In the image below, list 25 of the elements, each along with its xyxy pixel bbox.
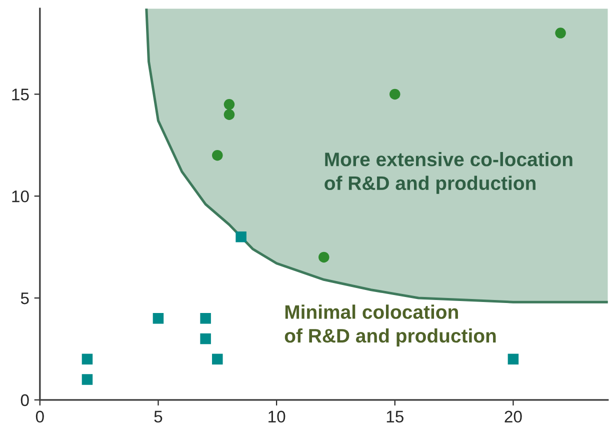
- y-tick-label: 0: [20, 394, 29, 406]
- point: [318, 252, 330, 263]
- point: [236, 231, 246, 242]
- point: [200, 313, 211, 324]
- y-tick-label: 5: [20, 292, 29, 304]
- point: [82, 374, 93, 385]
- y-tick-label: 15: [12, 88, 29, 100]
- x-tick-label: 15: [386, 410, 404, 423]
- x-tick-label: 0: [36, 410, 44, 423]
- point: [212, 354, 223, 365]
- point: [224, 99, 235, 110]
- point: [508, 354, 519, 365]
- point: [555, 28, 566, 38]
- point: [224, 109, 235, 120]
- x-tick-label: 20: [504, 410, 522, 423]
- point: [212, 150, 223, 161]
- point: [82, 354, 93, 365]
- point: [200, 333, 211, 344]
- x-tick-label: 10: [268, 410, 286, 423]
- annotation: More extensive co-location of R&D and production: [324, 152, 572, 194]
- y-tick-label: 10: [12, 190, 29, 202]
- point: [152, 313, 164, 324]
- annotation: Minimal colocation of R&D and production: [284, 304, 496, 346]
- point: [390, 88, 400, 100]
- x-tick-label: 5: [154, 410, 162, 423]
